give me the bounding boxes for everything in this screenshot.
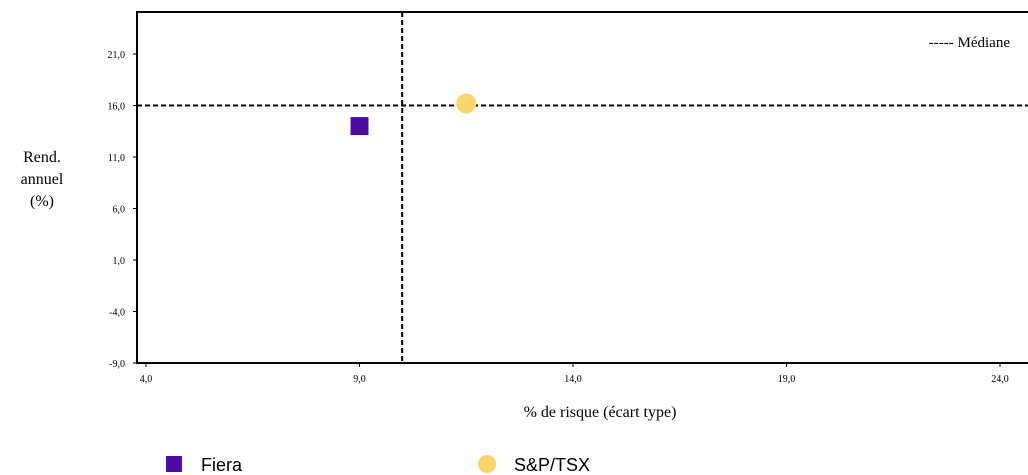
legend-label: S&P/TSX — [514, 455, 590, 475]
data-points — [350, 93, 477, 136]
legend: Fiera S&P/TSX — [166, 455, 590, 475]
median-legend-label: ----- Médiane — [929, 35, 1011, 51]
y-axis-label-line: Rend. — [23, 149, 61, 166]
x-tick-label: 9,0 — [353, 374, 366, 385]
x-tick-label: 14,0 — [564, 374, 582, 385]
y-axis-label: Rend. annuel (%) — [21, 149, 64, 210]
legend-marker-fiera — [166, 456, 182, 472]
x-tick-label: 19,0 — [778, 374, 796, 385]
y-tick-label: -9,0 — [109, 359, 125, 370]
legend-label: Fiera — [201, 455, 243, 475]
y-axis-label-line: annuel — [21, 171, 64, 188]
y-tick-label: 1,0 — [113, 256, 126, 267]
x-tick-label: 4,0 — [140, 374, 153, 385]
y-axis-label-line: (%) — [30, 193, 54, 210]
legend-marker-sp-tsx — [478, 455, 496, 473]
y-tick-label: 16,0 — [108, 102, 126, 113]
median-lines — [137, 12, 1028, 363]
y-tick-label: 11,0 — [108, 153, 125, 164]
x-tick-label: 24,0 — [991, 374, 1009, 385]
x-axis-label: % de risque (écart type) — [524, 404, 677, 421]
axis-ticks: -9,0 -4,0 1,0 6,0 11,0 16,0 21,0 4,0 9,0 14,0 19,0… — [108, 50, 1009, 385]
data-point-fiera — [350, 117, 369, 136]
y-tick-label: 6,0 — [113, 205, 126, 216]
plot-area — [136, 11, 1028, 364]
data-point-sp-tsx — [456, 93, 477, 114]
y-tick-label: 21,0 — [108, 50, 126, 61]
y-tick-label: -4,0 — [109, 308, 125, 319]
